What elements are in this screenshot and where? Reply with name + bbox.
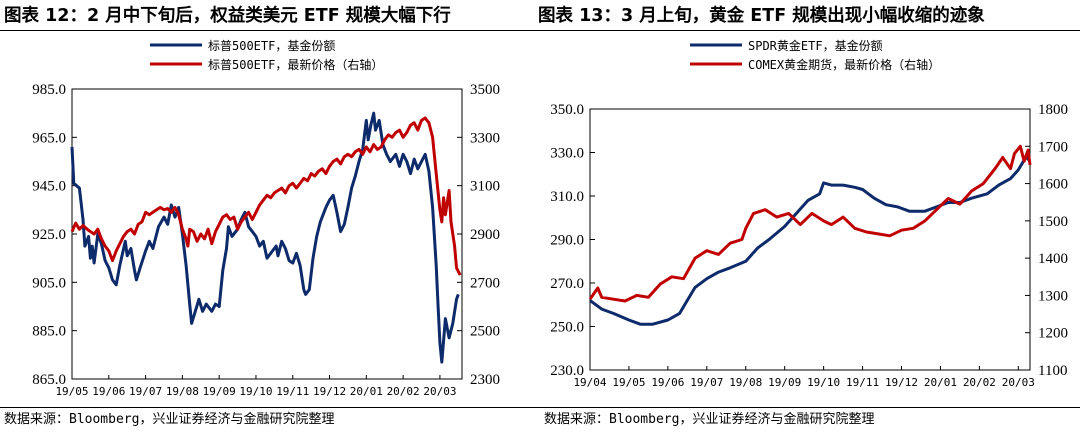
line-chart-gold-etf: 350.0 330.0 310.0 290.0 270.0 250.0 230.0 1800 1… bbox=[550, 38, 1068, 389]
x-tick-label: 20/02 bbox=[387, 385, 420, 398]
x-tick-label: 20/02 bbox=[963, 376, 996, 389]
y-left-tick-label: 230.0 bbox=[550, 363, 584, 379]
x-tick-label: 19/05 bbox=[55, 385, 88, 398]
y-right-tick-label: 1700 bbox=[1038, 139, 1068, 155]
y-right-tick-label: 1100 bbox=[1038, 363, 1067, 379]
source-divider bbox=[540, 407, 1080, 408]
y-left-tick-label: 250.0 bbox=[550, 320, 584, 336]
x-tick-label: 19/08 bbox=[729, 376, 762, 389]
chart-title: 图表 13：3 月上旬，黄金 ETF 规模出现小幅收缩的迹象 bbox=[538, 6, 985, 26]
y-left-tick-label: 865.0 bbox=[32, 372, 66, 388]
x-tick-label: 19/08 bbox=[166, 385, 199, 398]
chart-panel-left: 图表 12：2 月中下旬后，权益类美元 ETF 规模大幅下行 985.0 965.… bbox=[0, 6, 540, 427]
y-left-tick-label: 330.0 bbox=[550, 146, 584, 162]
source-note: 数据来源：Bloomberg，兴业证券经济与金融研究院整理 bbox=[4, 412, 335, 427]
y-right-tick-label: 2900 bbox=[470, 227, 500, 243]
x-tick-label: 20/01 bbox=[350, 385, 383, 398]
y-left-tick-label: 350.0 bbox=[550, 102, 584, 118]
source-note: 数据来源：Bloomberg，兴业证券经济与金融研究院整理 bbox=[544, 412, 875, 427]
y-right-tick-label: 1200 bbox=[1038, 326, 1068, 342]
series-line-1 bbox=[70, 111, 460, 364]
x-tick-label: 19/07 bbox=[690, 376, 723, 389]
x-tick-label: 19/10 bbox=[807, 376, 840, 389]
x-tick-label: 19/10 bbox=[239, 385, 272, 398]
x-tick-label: 19/11 bbox=[846, 376, 879, 389]
y-right-tick-label: 1400 bbox=[1038, 251, 1068, 267]
title-divider bbox=[540, 30, 1080, 31]
x-tick-label: 19/05 bbox=[612, 376, 645, 389]
y-right-tick-label: 2700 bbox=[470, 275, 500, 291]
line-chart-etf-equity: 985.0 965.0 945.0 925.0 905.0 885.0 865.0 3500 3… bbox=[32, 38, 500, 398]
x-tick-label: 19/07 bbox=[129, 385, 162, 398]
series-line-2 bbox=[588, 144, 1032, 303]
y-left-tick-label: 310.0 bbox=[550, 189, 584, 205]
y-right-tick-label: 2500 bbox=[470, 324, 500, 340]
x-tick-label: 19/12 bbox=[313, 385, 346, 398]
series-line-2 bbox=[70, 116, 462, 276]
chart-title: 图表 12：2 月中下旬后，权益类美元 ETF 规模大幅下行 bbox=[4, 6, 451, 26]
y-right-tick-label: 1800 bbox=[1038, 102, 1068, 118]
legend-label-1: 标普500ETF，基金份额 bbox=[208, 38, 335, 53]
y-left-tick-label: 965.0 bbox=[32, 130, 66, 146]
title-divider bbox=[0, 30, 540, 31]
y-left-tick-label: 945.0 bbox=[32, 179, 66, 195]
y-left-tick-label: 885.0 bbox=[32, 324, 66, 340]
y-right-tick-label: 3300 bbox=[470, 130, 500, 146]
y-left-tick-label: 270.0 bbox=[550, 276, 584, 292]
series-line-1 bbox=[589, 155, 1032, 326]
y-right-tick-label: 3500 bbox=[470, 82, 500, 98]
legend-label-2: 标普500ETF，最新价格（右轴） bbox=[208, 57, 383, 72]
y-right-tick-label: 1300 bbox=[1038, 288, 1068, 304]
x-tick-label: 20/01 bbox=[924, 376, 957, 389]
x-tick-label: 19/11 bbox=[276, 385, 309, 398]
legend-label-2: COMEX黄金期货，最新价格（右轴） bbox=[748, 57, 940, 72]
y-left-tick-label: 925.0 bbox=[32, 227, 66, 243]
x-tick-label: 19/09 bbox=[203, 385, 236, 398]
y-left-tick-label: 985.0 bbox=[32, 82, 66, 98]
x-tick-label: 19/12 bbox=[885, 376, 918, 389]
source-divider bbox=[0, 407, 540, 408]
y-left-tick-label: 905.0 bbox=[32, 275, 66, 291]
y-right-tick-label: 3100 bbox=[470, 179, 500, 195]
y-right-tick-label: 2300 bbox=[470, 372, 500, 388]
plot-frame bbox=[589, 108, 1031, 371]
legend-label-1: SPDR黄金ETF，基金份额 bbox=[748, 38, 883, 53]
x-tick-label: 19/06 bbox=[92, 385, 125, 398]
x-tick-label: 19/09 bbox=[768, 376, 801, 389]
x-tick-label: 19/04 bbox=[573, 376, 606, 389]
chart-panel-right: 图表 13：3 月上旬，黄金 ETF 规模出现小幅收缩的迹象 350.0 330.… bbox=[538, 0, 1080, 443]
y-right-tick-label: 1600 bbox=[1038, 177, 1068, 193]
plot-frame bbox=[71, 88, 463, 380]
x-tick-label: 19/06 bbox=[651, 376, 684, 389]
y-right-tick-label: 1500 bbox=[1038, 214, 1068, 230]
x-tick-label: 20/03 bbox=[1002, 376, 1035, 389]
y-left-tick-label: 290.0 bbox=[550, 233, 584, 249]
x-tick-label: 20/03 bbox=[423, 385, 456, 398]
